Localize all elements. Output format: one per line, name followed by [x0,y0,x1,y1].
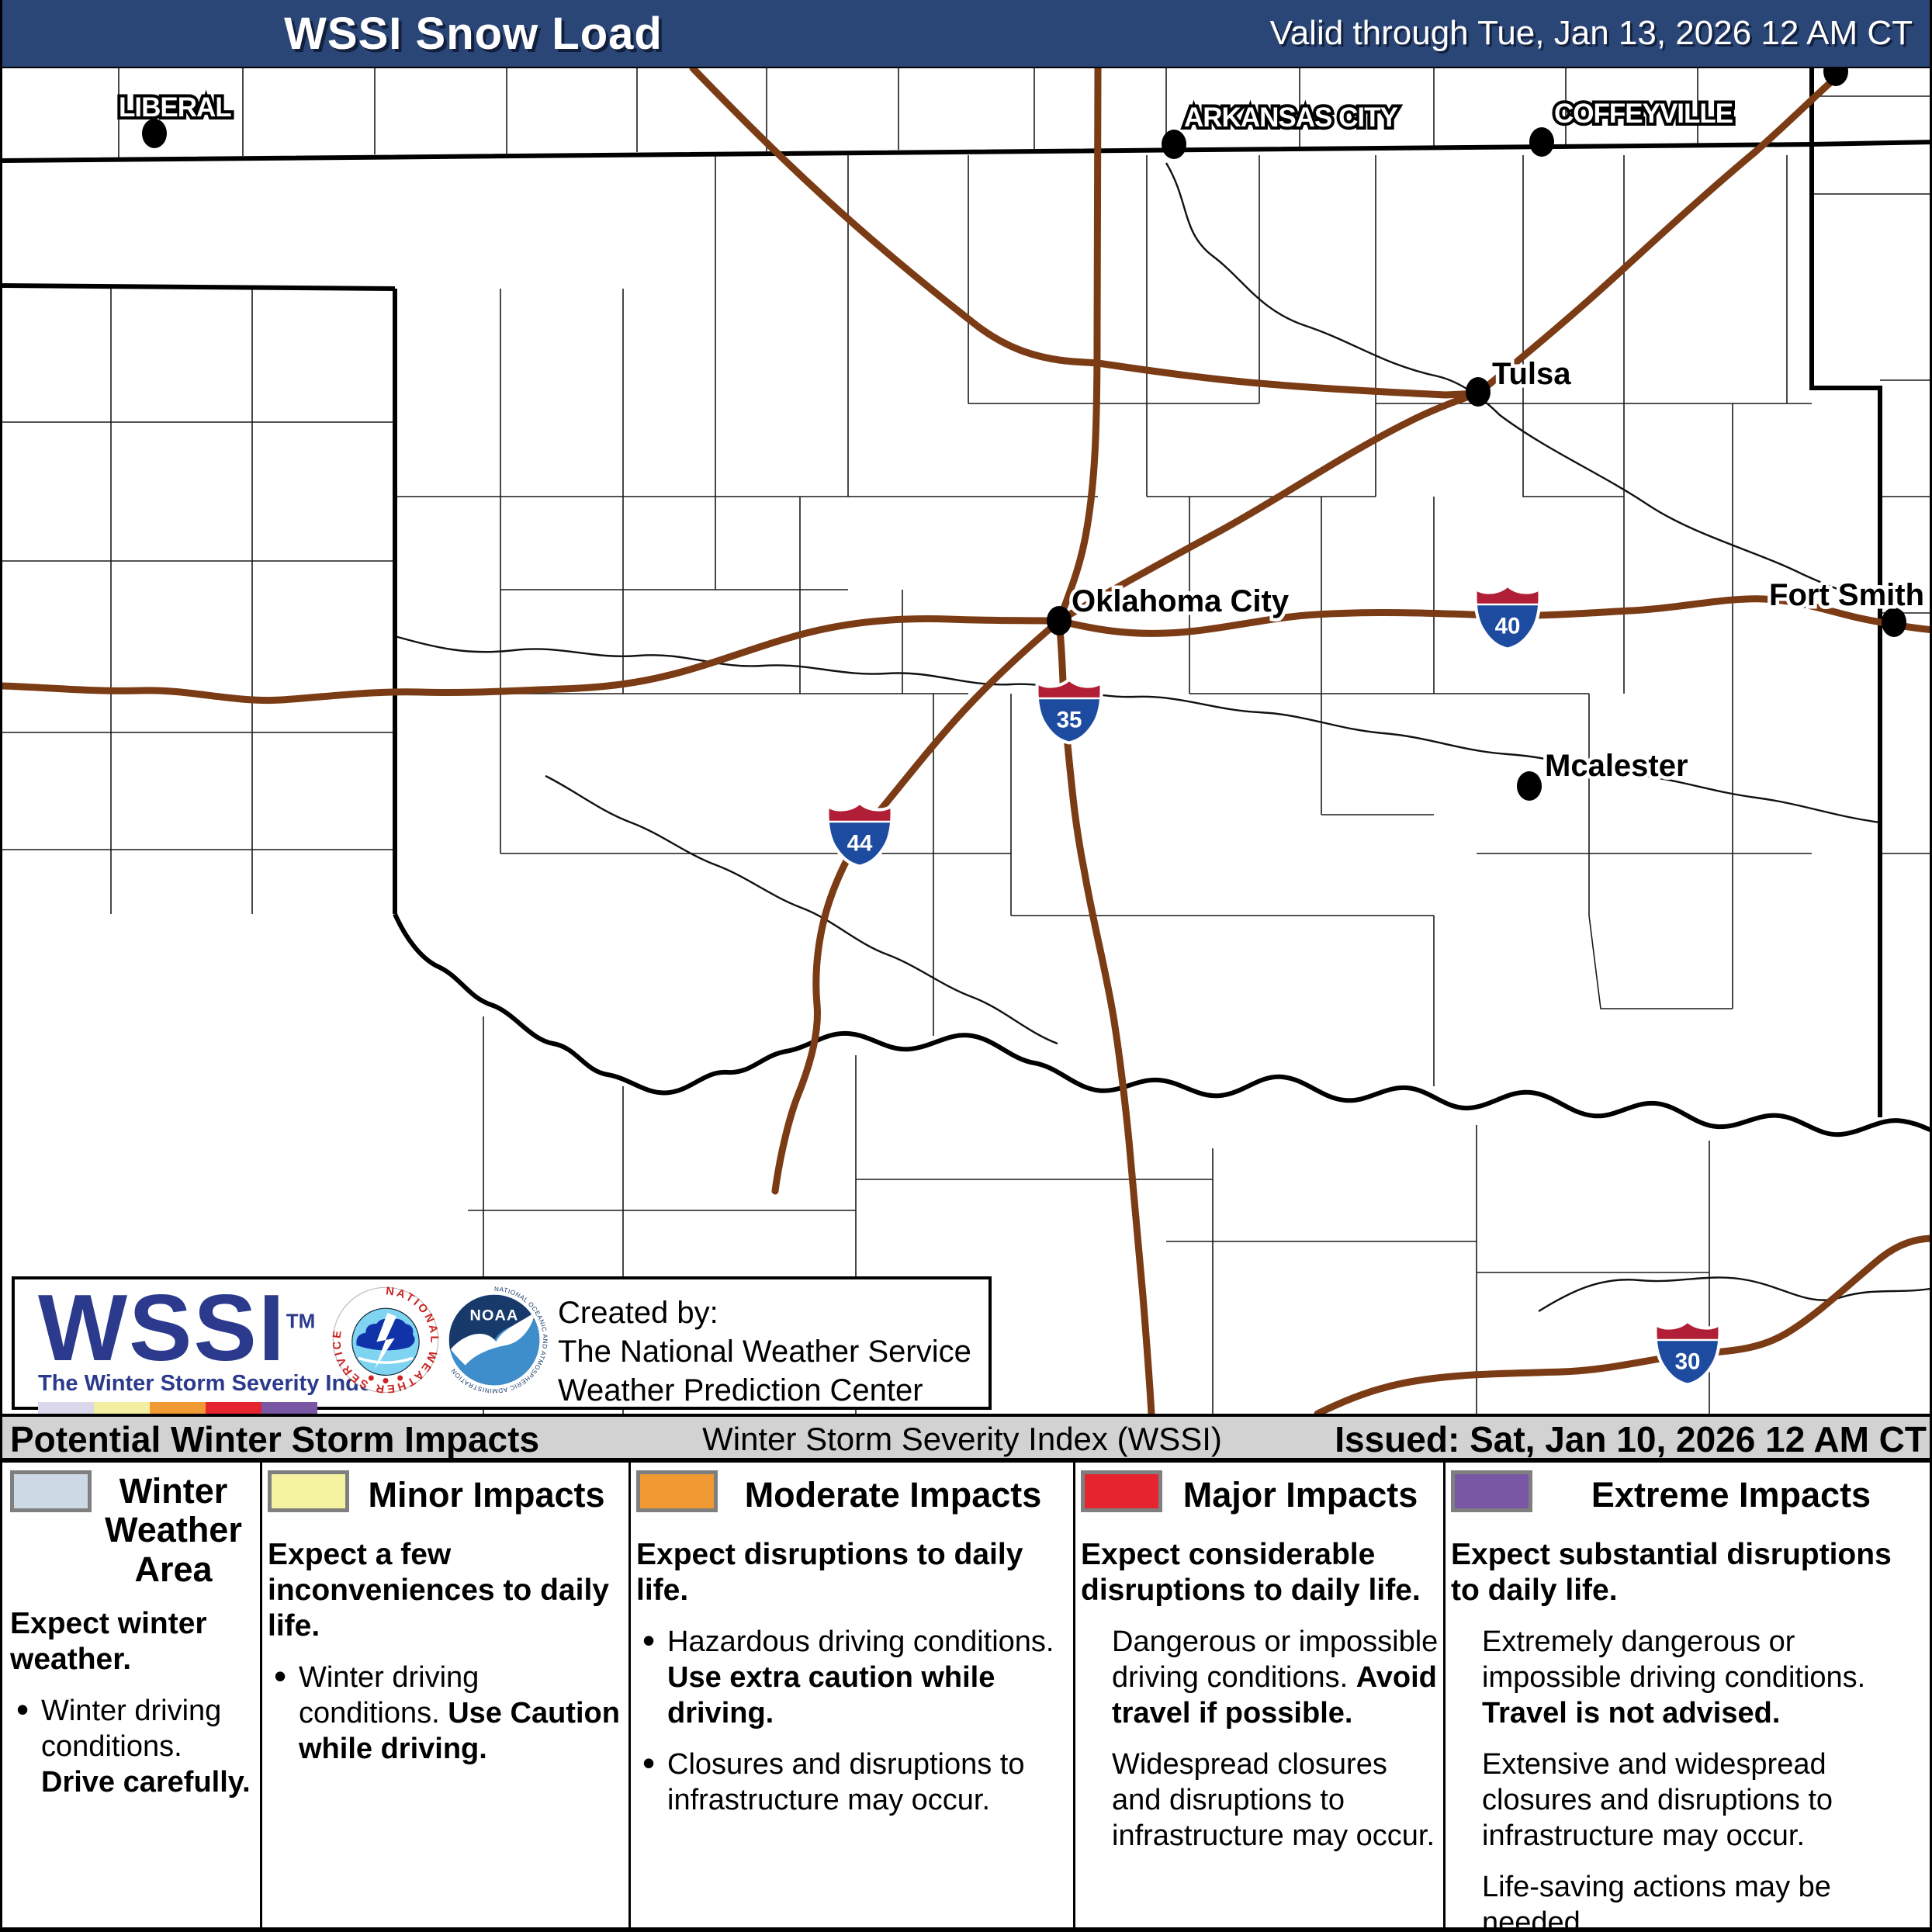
wssi-logo-text: WSSITM [38,1275,316,1380]
interstate-44-shield-icon: 44 [826,800,894,868]
extreme-impacts-summary: Expect substantial disruptions to daily … [1451,1538,1892,1607]
legend-column-extreme-impacts: Extreme Impacts Expect substantial disrup… [1443,1463,1930,1932]
extreme-impacts-detail: Life-saving actions may be needed. [1482,1871,1831,1932]
interstate-road [1055,64,1102,625]
winter-weather-area-summary: Expect winter weather. [10,1607,207,1677]
interstate-road [1094,359,1482,399]
city-dot [1529,127,1554,157]
major-impacts-swatch [1081,1470,1162,1512]
legend-divider [1073,1463,1075,1927]
moderate-impacts-heading: Moderate Impacts [744,1475,1042,1515]
trademark: TM [286,1309,316,1333]
extreme-impacts-heading: Extreme Impacts [1591,1475,1871,1515]
winter-weather-area-detail: Winter driving conditions. Drive careful… [10,1691,255,1800]
interstate-road [689,64,1102,367]
interstate-35-shield-icon: 35 [1035,677,1103,745]
major-impacts-detail: Widespread closures and disruptions to i… [1112,1748,1435,1852]
svg-text:40: 40 [1495,613,1521,639]
interstate-road [2,615,1063,705]
river-line [545,774,1058,1045]
city-label: COFFEYVILLE [1554,99,1733,129]
page-title: WSSI Snow Load [284,9,663,59]
moderate-impacts-swatch [636,1470,718,1512]
valid-through-text: Valid through Tue, Jan 13, 2026 12 AM CT [1269,14,1913,52]
noaa-logo-icon: NATIONAL OCEANIC AND ATMOSPHERIC ADMINIS… [441,1286,548,1394]
city-label: Fort Smith [1769,578,1924,612]
city-label: Mcalester [1545,749,1688,783]
interstate-road [1474,68,1847,397]
state-border [2,283,396,291]
winter-weather-area-swatch [10,1470,92,1512]
wssi-logo-subtitle: The Winter Storm Severity Index [38,1371,385,1396]
moderate-impacts-detail: Closures and disruptions to infrastructu… [636,1745,1068,1818]
created-by-text: Created by: The National Weather Service… [558,1296,971,1407]
status-bar: Potential Winter Storm Impacts Winter St… [2,1414,1930,1463]
city-label: ARKANSAS CITY [1184,102,1397,133]
major-impacts-heading: Major Impacts [1182,1475,1418,1515]
city-dot [1162,130,1186,159]
svg-text:35: 35 [1057,707,1082,732]
extreme-impacts-swatch [1451,1470,1532,1512]
interstate-40-shield-icon: 40 [1473,583,1542,651]
city-label: Oklahoma City [1072,584,1290,618]
svg-text:30: 30 [1675,1349,1701,1374]
issued-text: Issued: Sat, Jan 10, 2026 12 AM CT [1335,1419,1927,1459]
map-area: 35 40 44 30 LIBERAL ARKANSAS CITY COFFEYVILLE T… [2,57,1930,1418]
interstate-road [1055,390,1482,625]
oklahoma-wssi-map: 35 40 44 30 LIBERAL ARKANSAS CITY COFFEYVILLE T… [2,57,1930,1418]
status-bar-subtitle: Winter Storm Severity Index (WSSI) [702,1421,1222,1457]
city-dot [142,119,167,148]
legend-column-moderate-impacts: Moderate Impacts Expect disruptions to da… [628,1463,1073,1927]
header-bar: WSSI Snow Load Valid through Tue, Jan 13… [2,0,1930,68]
state-border [1809,68,1882,1117]
county-line [1588,915,1733,1009]
minor-impacts-detail: Winter driving conditions. Use Caution w… [268,1658,624,1767]
winter-weather-area-heading: Winter Weather Area [105,1471,242,1589]
extreme-impacts-detail: Extremely dangerous or impossible drivin… [1482,1626,1866,1729]
moderate-impacts-detail: Hazardous driving conditions. Use extra … [636,1622,1068,1731]
minor-impacts-heading: Minor Impacts [368,1475,605,1515]
legend-divider [1443,1463,1446,1927]
wssi-logo-box: WSSITM The Winter Storm Severity Index N… [12,1275,992,1427]
city-dot [1882,608,1906,637]
legend-column-major-impacts: Major Impacts Expect considerable disrupt… [1073,1463,1443,1927]
city-label: Tulsa [1492,357,1571,391]
status-bar-title: Potential Winter Storm Impacts [10,1419,540,1459]
nws-logo-icon: NATIONAL WEATHER SERVICE [331,1286,439,1394]
city-dot [1466,377,1491,407]
legend-divider [628,1463,631,1927]
legend-column-winter-weather-area: Winter Weather Area Expect winter weather… [2,1463,260,1927]
svg-text:NOAA: NOAA [469,1307,518,1324]
county-line [1522,403,1624,497]
city-dot [1047,606,1072,635]
legend-column-minor-impacts: Minor Impacts Expect a few inconveniences… [260,1463,628,1927]
legend-divider [260,1463,262,1927]
svg-text:44: 44 [847,830,873,856]
interstate-30-shield-icon: 30 [1653,1318,1722,1387]
minor-impacts-summary: Expect a few inconveniences to daily lif… [268,1538,609,1643]
moderate-impacts-summary: Expect disruptions to daily life. [636,1538,1023,1607]
interstate-road [771,617,1063,1195]
city-dot [1517,771,1542,801]
state-border [393,912,1930,1137]
impacts-legend: Winter Weather Area Expect winter weather… [2,1463,1930,1932]
minor-impacts-swatch [268,1470,349,1512]
river-line [1538,1276,1930,1313]
major-impacts-detail: Dangerous or impossible driving conditio… [1112,1626,1439,1729]
city-label: LIBERAL [119,92,231,123]
river-line [394,635,1881,824]
extreme-impacts-detail: Extensive and widespread closures and di… [1482,1748,1833,1852]
major-impacts-summary: Expect considerable disruptions to daily… [1081,1538,1421,1607]
